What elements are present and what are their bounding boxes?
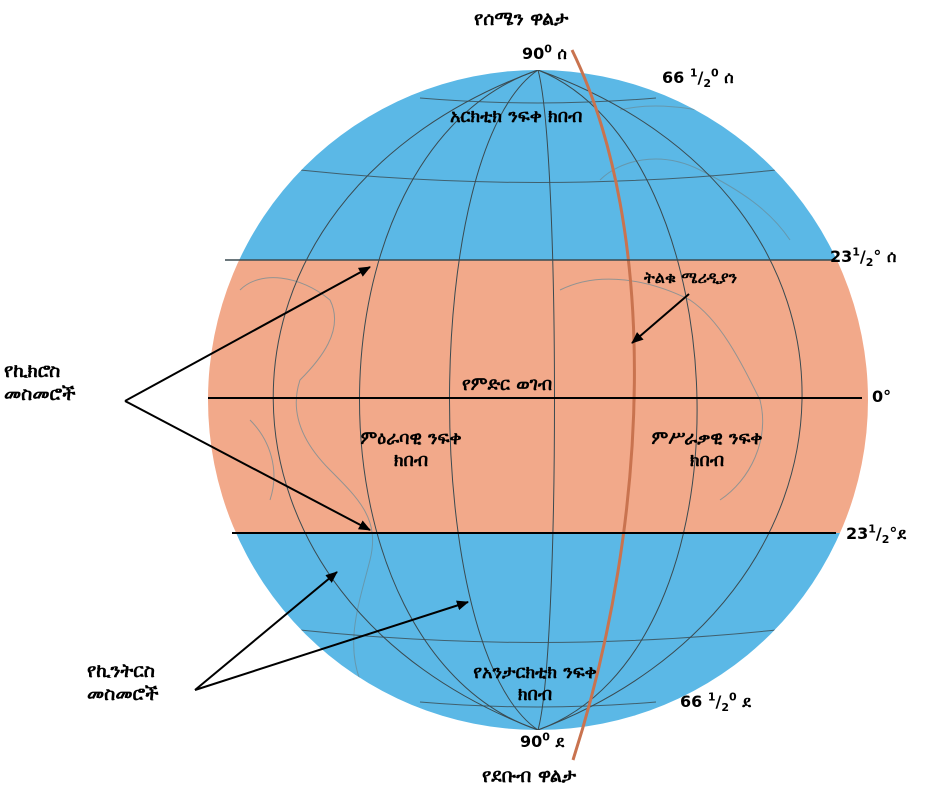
south-pole-label: የደቡብ ዋልታ bbox=[482, 765, 577, 787]
antarctic-lat-numerator: 1 bbox=[707, 690, 716, 704]
arctic-lat-denominator: 2 bbox=[703, 77, 711, 91]
cancer-lat-numerator: 1 bbox=[852, 245, 860, 259]
tropics-label-line2: መስመሮች bbox=[4, 382, 76, 405]
capricorn-lat-suffix: °ደ bbox=[889, 524, 907, 543]
cancer-lat-denominator: 2 bbox=[865, 256, 874, 270]
northern-polar-zone bbox=[208, 70, 868, 260]
tropical-zone bbox=[208, 260, 868, 533]
meridian-grid bbox=[272, 70, 803, 730]
antarctic-label-line1: የአንታርክቲክ ንፍቀ bbox=[473, 662, 597, 683]
arctic-lat-degree: 0 bbox=[711, 66, 719, 80]
tropic-of-capricorn-latitude: 231/2°ደ bbox=[846, 522, 907, 547]
arrow-tropics-lower bbox=[124, 400, 371, 531]
southern-polar-zone bbox=[208, 533, 868, 730]
arctic-lat-numerator: 1 bbox=[689, 66, 698, 80]
arrow-tropics-upper bbox=[124, 266, 371, 402]
north-90-direction: ሰ bbox=[557, 44, 567, 63]
arctic-circle-latitude: 66 1/20 ሰ bbox=[662, 66, 734, 91]
south-90-direction: ደ bbox=[555, 732, 565, 751]
arctic-zone-label: አርክቲክ ንፍቀ ክበብ bbox=[450, 106, 583, 127]
south-90-value: 90 bbox=[520, 732, 543, 751]
cancer-lat-number: 23 bbox=[830, 247, 853, 266]
antarctic-lat-degree: 0 bbox=[729, 690, 737, 704]
western-label-line2: ክበብ bbox=[393, 449, 429, 471]
north-90-degree: 0 bbox=[544, 42, 552, 56]
capricorn-lat-denominator: 2 bbox=[881, 533, 890, 547]
western-hemisphere-label: ምዕራባዊ ንፍቀ ክበብ bbox=[338, 428, 484, 471]
antarctic-label-line2: ክበብ bbox=[517, 683, 553, 705]
antarctic-circle-latitude: 66 1/20 ደ bbox=[680, 690, 751, 715]
arrow-meridians-left bbox=[194, 571, 338, 691]
western-label-line1: ምዕራባዊ ንፍቀ bbox=[360, 428, 462, 449]
tropics-label: የኪክሮስ መስመሮች bbox=[4, 360, 76, 406]
arctic-lat-number: 66 bbox=[662, 68, 685, 87]
tropic-of-cancer-latitude: 231/2° ሰ bbox=[830, 245, 897, 270]
antarctic-lat-number: 66 bbox=[680, 692, 703, 711]
eastern-label-line1: ምሥራቃዊ ንፍቀ bbox=[651, 428, 763, 449]
capricorn-lat-numerator: 1 bbox=[868, 522, 876, 536]
meridians-label-line2: መስመሮች bbox=[87, 682, 159, 705]
arctic-lat-direction: ሰ bbox=[724, 68, 734, 87]
prime-meridian-line bbox=[570, 49, 636, 761]
cancer-lat-suffix: ° ሰ bbox=[873, 247, 897, 266]
north-pole-label: የሰሜን ዋልታ bbox=[474, 8, 569, 30]
arrow-prime-meridian bbox=[631, 293, 690, 344]
capricorn-lat-number: 23 bbox=[846, 524, 869, 543]
south-90-label: 900 ደ bbox=[520, 732, 564, 751]
meridians-label-line1: የኪንትርስ bbox=[87, 660, 155, 682]
arrow-meridians-right bbox=[194, 600, 469, 691]
north-90-label: 900 ሰ bbox=[522, 44, 567, 63]
eastern-hemisphere-label: ምሥራቃዊ ንፍቀ ክበብ bbox=[632, 428, 782, 471]
south-90-degree: 0 bbox=[542, 730, 550, 744]
antarctic-lat-denominator: 2 bbox=[721, 701, 729, 715]
equator-degree-label: 0° bbox=[872, 387, 892, 406]
eastern-label-line2: ክበብ bbox=[689, 449, 725, 471]
globe-body bbox=[208, 70, 868, 730]
pointer-arrows bbox=[124, 266, 690, 691]
meridians-label: የኪንትርስ መስመሮች bbox=[87, 660, 159, 706]
equator-label: የምድር ወገብ bbox=[462, 374, 553, 395]
tropics-label-line1: የኪክሮስ bbox=[4, 360, 61, 382]
antarctic-zone-label: የአንታርክቲክ ንፍቀ ክበብ bbox=[450, 662, 620, 705]
antarctic-lat-direction: ደ bbox=[742, 692, 751, 711]
prime-meridian-label: ትልቁ ሜሪዲያን bbox=[644, 268, 738, 287]
north-90-value: 90 bbox=[522, 44, 545, 63]
